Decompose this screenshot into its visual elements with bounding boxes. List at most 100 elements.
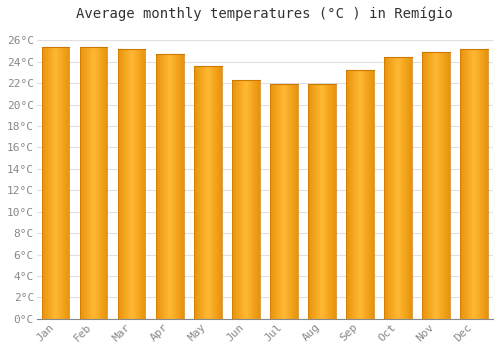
Bar (132, 49, 133, 319)
Bar (239, 80, 240, 319)
Bar (161, 54, 162, 319)
Bar (393, 57, 394, 319)
Bar (468, 49, 469, 319)
Bar (97, 47, 98, 319)
Bar (240, 80, 241, 319)
Bar (288, 84, 290, 319)
Bar (386, 57, 387, 319)
Bar (310, 84, 311, 319)
Bar (142, 49, 144, 319)
Bar (425, 52, 426, 319)
Bar (178, 54, 180, 319)
Bar (248, 80, 250, 319)
Bar (106, 47, 107, 319)
Bar (257, 80, 258, 319)
Bar (124, 49, 125, 319)
Bar (205, 66, 206, 319)
Bar (462, 49, 463, 319)
Bar (126, 49, 127, 319)
Bar (245, 80, 246, 319)
Bar (273, 84, 274, 319)
Bar (232, 80, 233, 319)
Bar (195, 66, 196, 319)
Bar (168, 54, 169, 319)
Bar (135, 49, 136, 319)
Bar (466, 49, 467, 319)
Bar (208, 66, 209, 319)
Bar (209, 66, 210, 319)
Bar (131, 49, 132, 319)
Bar (330, 84, 331, 319)
Bar (294, 84, 295, 319)
Bar (96, 47, 97, 319)
Bar (387, 57, 388, 319)
Bar (207, 66, 208, 319)
Bar (398, 57, 400, 319)
Bar (446, 52, 447, 319)
Bar (465, 49, 466, 319)
Bar (252, 80, 254, 319)
Bar (44, 47, 45, 319)
Bar (145, 49, 146, 319)
Bar (368, 70, 369, 319)
Bar (422, 52, 423, 319)
Bar (280, 84, 281, 319)
Bar (256, 80, 257, 319)
Bar (407, 57, 408, 319)
Bar (99, 47, 100, 319)
Bar (436, 52, 438, 319)
Bar (314, 84, 315, 319)
Bar (346, 70, 347, 319)
Bar (107, 47, 108, 319)
Bar (272, 84, 273, 319)
Bar (160, 54, 161, 319)
Bar (50, 47, 51, 319)
Bar (281, 84, 282, 319)
Bar (432, 52, 434, 319)
Bar (408, 57, 409, 319)
Bar (463, 49, 464, 319)
Bar (362, 70, 364, 319)
Title: Average monthly temperatures (°C ) in Remígio: Average monthly temperatures (°C ) in Re… (76, 7, 454, 21)
Bar (394, 57, 395, 319)
Bar (163, 54, 164, 319)
Bar (133, 49, 134, 319)
Bar (218, 66, 219, 319)
Bar (92, 47, 93, 319)
Bar (447, 52, 448, 319)
Bar (443, 52, 444, 319)
Bar (369, 70, 370, 319)
Bar (93, 47, 94, 319)
Bar (81, 47, 82, 319)
Bar (98, 47, 99, 319)
Bar (392, 57, 393, 319)
Bar (159, 54, 160, 319)
Bar (333, 84, 334, 319)
Bar (424, 52, 425, 319)
Bar (59, 47, 60, 319)
Bar (474, 49, 476, 319)
Bar (395, 57, 396, 319)
Bar (332, 84, 333, 319)
Bar (283, 84, 284, 319)
Bar (476, 49, 477, 319)
Bar (84, 47, 85, 319)
Bar (180, 54, 181, 319)
Bar (470, 49, 472, 319)
Bar (449, 52, 450, 319)
Bar (129, 49, 130, 319)
Bar (119, 49, 120, 319)
Bar (271, 84, 272, 319)
Bar (250, 80, 252, 319)
Bar (158, 54, 159, 319)
Bar (125, 49, 126, 319)
Bar (235, 80, 236, 319)
Bar (364, 70, 366, 319)
Bar (102, 47, 104, 319)
Bar (206, 66, 207, 319)
Bar (389, 57, 390, 319)
Bar (352, 70, 353, 319)
Bar (296, 84, 297, 319)
Bar (80, 47, 81, 319)
Bar (61, 47, 62, 319)
